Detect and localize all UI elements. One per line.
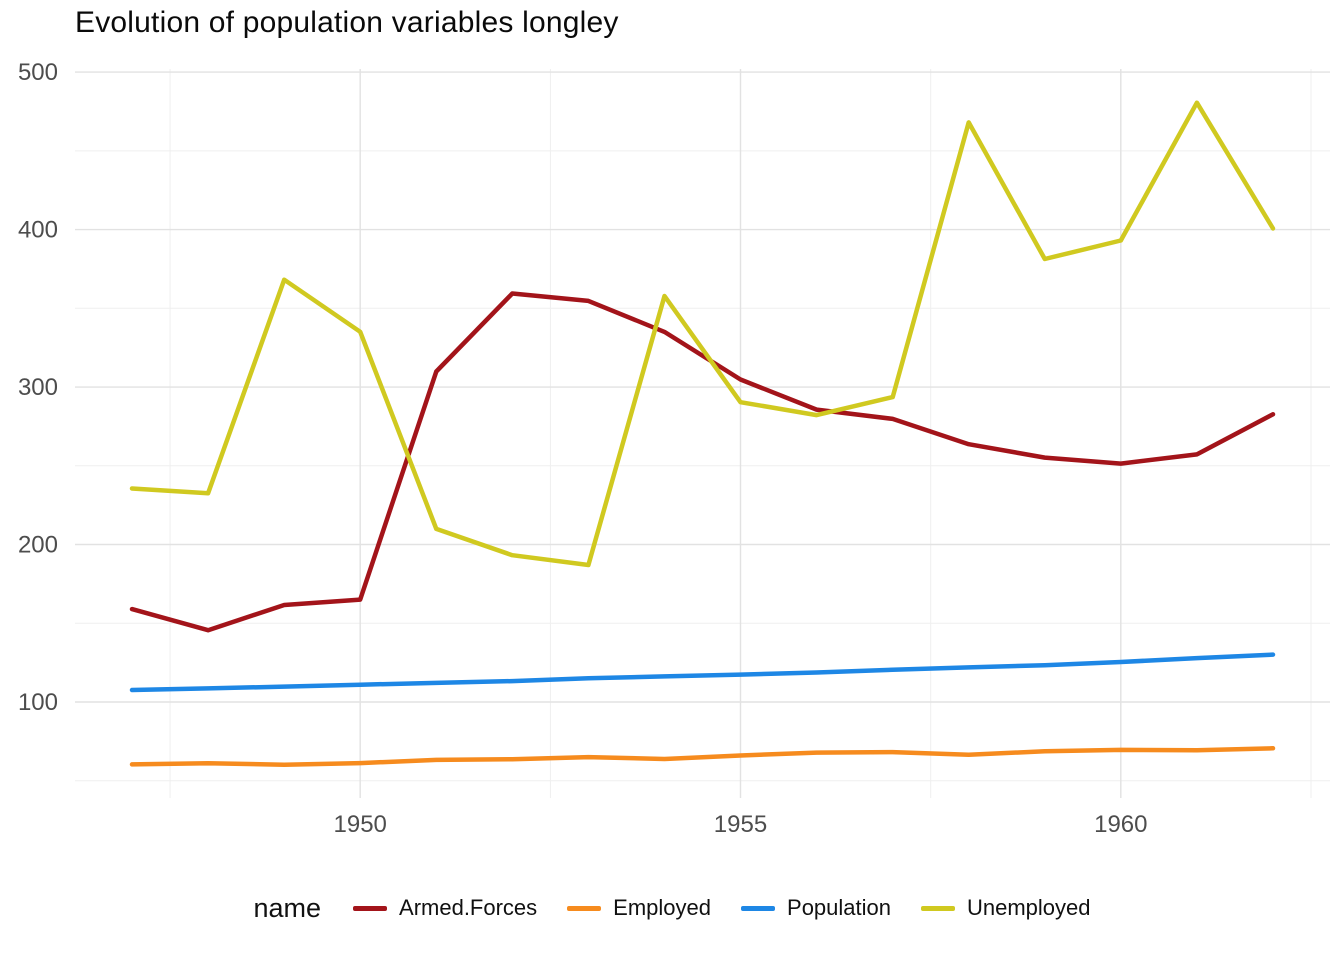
legend-label-population: Population [787, 895, 891, 920]
legend-line-swatch-armed-forces [353, 905, 388, 911]
y-axis-tick-label-300: 300 [18, 374, 58, 401]
y-axis-tick-label-400: 400 [18, 217, 58, 244]
series-line-population [129, 652, 1276, 693]
legend-label-unemployed: Unemployed [967, 895, 1091, 920]
legend-label-employed: Employed [613, 895, 712, 920]
legend-item-population: Population [741, 895, 891, 921]
x-axis-tick-label-1960: 1960 [1094, 811, 1147, 838]
chart-title: Evolution of population variables longle… [75, 6, 619, 39]
legend: name Armed.Forces Employed Population Unemp… [0, 878, 1344, 938]
x-axis-tick-label-1950: 1950 [334, 811, 387, 838]
legend-item-unemployed: Unemployed [921, 895, 1091, 921]
legend-label-armed-forces: Armed.Forces [399, 895, 538, 920]
x-axis-tick-label-1955: 1955 [714, 811, 767, 838]
y-axis-tick-label-500: 500 [18, 59, 58, 86]
line-chart: 100 200 300 400 500 1950 1955 1960 [18, 59, 1330, 838]
legend-line-swatch-unemployed [921, 905, 955, 911]
legend-item-armed-forces: Armed.Forces [353, 895, 537, 921]
y-axis-tick-label-200: 200 [18, 532, 58, 559]
legend-item-employed: Employed [567, 895, 711, 921]
legend-line-swatch-employed [567, 905, 602, 911]
legend-line-swatch-population [741, 905, 776, 911]
series-line-unemployed [129, 100, 1276, 568]
legend-title: name [253, 892, 322, 923]
series-line-employed [129, 746, 1276, 767]
y-axis-tick-label-100: 100 [18, 689, 58, 716]
series-line-armed-forces [129, 291, 1276, 633]
